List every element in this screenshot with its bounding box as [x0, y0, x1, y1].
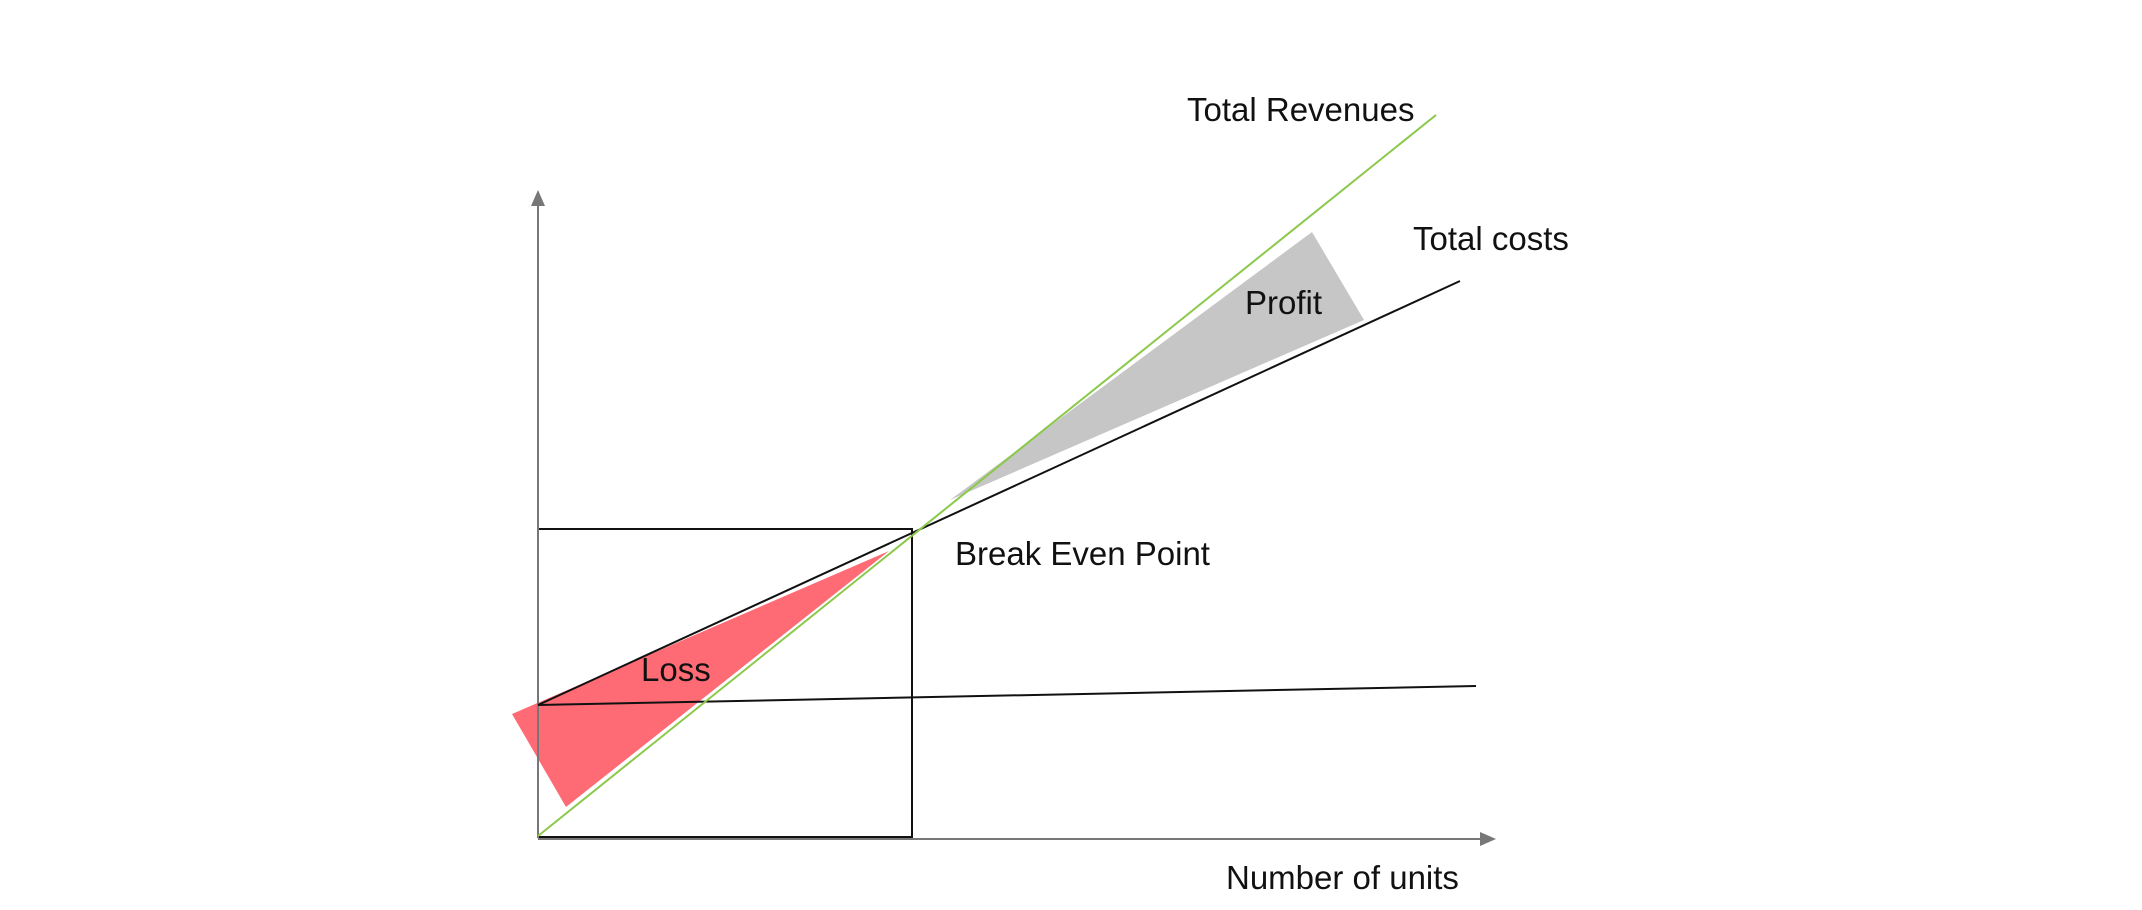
loss-label: Loss — [641, 651, 711, 688]
profit-area — [950, 232, 1364, 500]
x-axis-arrow — [1480, 832, 1496, 846]
loss-area — [512, 551, 889, 807]
total-costs-line — [537, 280, 1461, 706]
total-costs-label: Total costs — [1413, 220, 1569, 257]
fixed-costs-line — [537, 685, 1477, 706]
total-revenues-label: Total Revenues — [1187, 91, 1414, 128]
total-revenues-line — [537, 114, 1437, 837]
break-even-point-label: Break Even Point — [955, 535, 1210, 572]
profit-label: Profit — [1245, 284, 1322, 321]
y-axis-arrow — [531, 190, 545, 206]
x-axis-label: Number of units — [1226, 859, 1459, 896]
